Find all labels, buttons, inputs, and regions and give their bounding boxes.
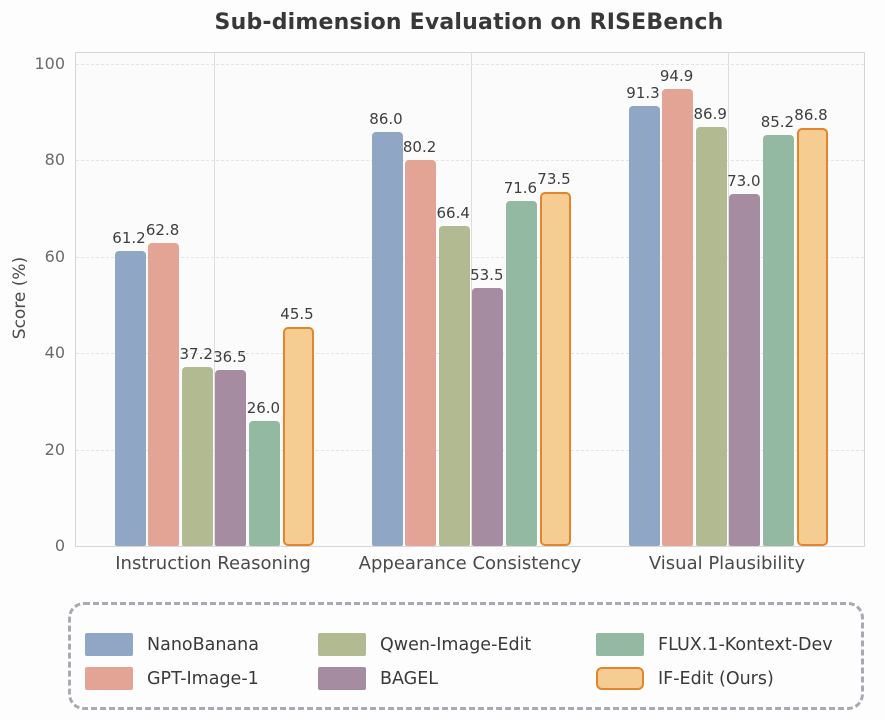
v-gridline <box>728 53 729 546</box>
h-gridline <box>76 449 864 451</box>
bar-value-label: 91.3 <box>626 84 660 102</box>
bar <box>181 366 213 546</box>
legend: NanoBanana GPT-Image-1 Qwen-Image-Edit BAGE… <box>68 602 864 710</box>
chart-title: Sub-dimension Evaluation on RISEBench <box>214 10 724 35</box>
legend-swatch <box>596 633 644 656</box>
bar-value-label: 86.9 <box>693 105 727 124</box>
y-tick-label: 80 <box>44 150 65 170</box>
bar-value-label: 71.6 <box>503 178 538 197</box>
bar-value-label: 62.8 <box>145 221 180 240</box>
h-gridline <box>76 353 864 355</box>
bar <box>539 191 571 546</box>
legend-label: BAGEL <box>380 669 439 689</box>
bar-value-label: 85.2 <box>760 113 795 132</box>
bar-value-label: 86.8 <box>794 105 828 124</box>
legend-swatch <box>85 667 133 690</box>
legend-label: GPT-Image-1 <box>147 669 259 689</box>
bar <box>248 420 280 546</box>
bar <box>148 243 180 546</box>
bar <box>729 194 761 546</box>
legend-swatch <box>596 667 644 690</box>
bar <box>472 288 504 546</box>
y-tick-label: 20 <box>44 439 65 459</box>
bar <box>796 127 828 546</box>
legend-swatch <box>318 667 366 690</box>
bar-value-label: 26.0 <box>246 398 281 417</box>
legend-label: NanoBanana <box>147 635 259 655</box>
bar <box>438 226 470 546</box>
bar-value-label: 73.5 <box>537 169 571 188</box>
h-gridline <box>76 160 864 162</box>
legend-swatch <box>85 633 133 656</box>
plot-area <box>75 52 865 547</box>
bar <box>282 326 314 546</box>
bar <box>762 135 794 546</box>
y-tick-label: 100 <box>34 54 65 74</box>
bar <box>662 88 694 546</box>
x-tick-label: Appearance Consistency <box>358 553 582 574</box>
h-gridline <box>76 64 864 66</box>
bar <box>215 370 247 546</box>
legend-label: FLUX.1-Kontext-Dev <box>658 635 833 655</box>
bar-value-label: 37.2 <box>179 344 213 363</box>
bar-value-label: 73.0 <box>727 172 761 191</box>
x-tick-label: Instruction Reasoning <box>115 553 311 574</box>
y-tick-label: 0 <box>54 536 65 555</box>
bar-value-label: 86.0 <box>369 109 403 128</box>
bar <box>628 106 660 546</box>
legend-label: IF-Edit (Ours) <box>658 669 774 689</box>
bar <box>114 251 146 546</box>
bar <box>371 131 403 546</box>
v-gridline <box>471 53 472 546</box>
bar-value-label: 53.5 <box>470 266 504 285</box>
bar <box>505 200 537 546</box>
bar-value-label: 45.5 <box>280 304 314 323</box>
bar <box>405 159 437 546</box>
legend-swatch <box>318 633 366 656</box>
legend-label: Qwen-Image-Edit <box>380 635 532 655</box>
bar-value-label: 61.2 <box>112 229 146 248</box>
bar <box>695 127 727 546</box>
h-gridline <box>76 256 864 258</box>
y-tick-label: 60 <box>44 246 65 266</box>
bar-value-label: 66.4 <box>436 204 470 222</box>
bar-value-label: 94.9 <box>659 66 694 85</box>
x-tick-label: Visual Plausibility <box>648 553 806 574</box>
bar-value-label: 36.5 <box>213 348 247 367</box>
y-tick-label: 40 <box>44 343 65 363</box>
v-gridline <box>214 53 215 546</box>
bar-value-label: 80.2 <box>402 137 437 156</box>
